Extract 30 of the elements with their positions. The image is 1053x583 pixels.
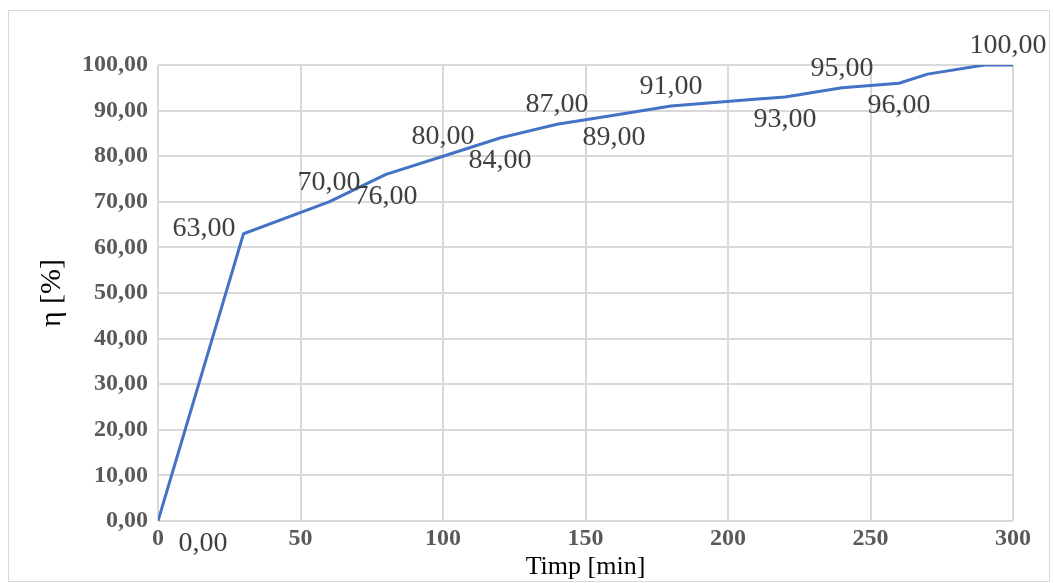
data-label: 0,00: [178, 526, 228, 557]
data-label: 100,00: [969, 28, 1047, 59]
y-axis-title: η [%]: [32, 258, 66, 328]
y-tick-label: 0,00: [106, 506, 148, 533]
y-tick-label: 30,00: [94, 369, 148, 396]
x-axis-title: Timp [min]: [525, 551, 646, 581]
x-tick-label: 150: [567, 523, 604, 550]
x-tick-label: 100: [425, 523, 461, 550]
y-tick-label: 80,00: [94, 141, 148, 168]
data-label: 63,00: [172, 210, 236, 242]
x-tick-label: 250: [852, 523, 889, 550]
y-tick-label: 20,00: [94, 415, 148, 441]
data-label: 91,00: [639, 69, 703, 101]
y-tick-label: 70,00: [94, 187, 148, 213]
data-label: 80,00: [411, 119, 475, 151]
x-tick-label: 300: [995, 523, 1031, 550]
x-tick-label: 50: [288, 523, 313, 550]
y-tick-label: 60,00: [94, 232, 148, 259]
y-tick-label: 10,00: [94, 460, 148, 487]
y-tick-label: 100,00: [82, 50, 148, 77]
y-tick-label: 90,00: [94, 95, 148, 122]
data-label: 93,00: [753, 101, 817, 133]
x-tick-label: 0: [152, 523, 164, 550]
data-label: 95,00: [810, 50, 874, 82]
y-tick-label: 40,00: [94, 323, 148, 350]
y-tick-label: 50,00: [94, 278, 148, 305]
data-label: 96,00: [867, 88, 931, 120]
data-label: 87,00: [525, 87, 589, 119]
x-tick-label: 200: [710, 523, 746, 550]
data-label: 89,00: [582, 120, 646, 152]
